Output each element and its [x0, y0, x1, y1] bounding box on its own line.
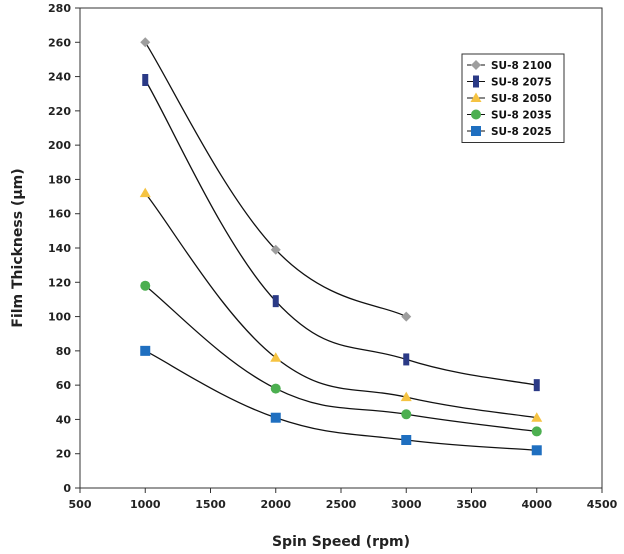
x-axis-title: Spin Speed (rpm) — [272, 534, 410, 550]
legend-marker — [470, 92, 482, 102]
y-tick-label: 0 — [63, 482, 71, 495]
data-point — [270, 244, 281, 255]
x-tick-label: 500 — [69, 498, 92, 511]
data-point — [401, 311, 412, 322]
series-line-2 — [144, 192, 537, 419]
data-point — [272, 295, 279, 308]
data-point — [403, 353, 410, 366]
legend-marker — [473, 75, 479, 88]
data-point — [270, 352, 282, 362]
y-axis-title: Film Thickness (µm) — [10, 168, 26, 327]
data-point — [140, 280, 151, 291]
legend-entry: SU-8 2050 — [491, 93, 552, 105]
series-line-0 — [144, 41, 407, 318]
legend-entry: SU-8 2075 — [491, 77, 552, 89]
legend-marker — [471, 126, 481, 136]
legend-entry: SU-8 2100 — [491, 60, 552, 72]
data-point — [140, 37, 151, 48]
series-markers — [139, 37, 543, 456]
data-point — [270, 412, 281, 423]
y-tick-label: 20 — [56, 448, 72, 461]
legend-entry: SU-8 2025 — [491, 126, 552, 138]
series-curves — [144, 41, 537, 451]
legend-marker — [471, 109, 481, 120]
axes — [75, 7, 603, 493]
y-tick-label: 100 — [48, 311, 71, 324]
x-tick-label: 2000 — [260, 498, 291, 511]
x-tick-label: 4500 — [587, 498, 618, 511]
y-tick-label: 220 — [48, 105, 71, 118]
y-tick-label: 260 — [48, 36, 71, 49]
data-point — [140, 345, 151, 356]
data-point — [270, 383, 281, 394]
y-tick-label: 40 — [56, 413, 72, 426]
tick-labels: 500 1000 1500 2000 2500 3000 3500 4000 4500 0 20 40… — [48, 2, 618, 511]
x-tick-label: 3500 — [456, 498, 487, 511]
y-tick-label: 80 — [56, 345, 72, 358]
legend: SU-8 2100 SU-8 2075 SU-8 2050 SU-8 2035 SU-8… — [461, 53, 565, 143]
x-tick-label: 3000 — [391, 498, 422, 511]
x-tick-label: 1500 — [195, 498, 226, 511]
data-point — [531, 445, 542, 456]
y-tick-label: 60 — [56, 379, 72, 392]
data-point — [139, 187, 151, 198]
y-tick-label: 180 — [48, 173, 71, 186]
series-line-4 — [144, 350, 537, 451]
y-tick-label: 140 — [48, 242, 71, 255]
data-point — [401, 409, 412, 420]
series-line-3 — [144, 285, 537, 433]
series-line-1 — [144, 79, 537, 386]
data-point — [533, 379, 540, 392]
legend-marker — [471, 60, 481, 70]
data-point — [400, 391, 412, 402]
data-point — [531, 412, 543, 422]
y-tick-label: 160 — [48, 208, 71, 221]
data-point — [142, 74, 149, 86]
x-tick-label: 1000 — [130, 498, 161, 511]
x-tick-label: 2500 — [326, 498, 357, 511]
x-tick-label: 4000 — [521, 498, 552, 511]
y-tick-label: 200 — [48, 139, 71, 152]
legend-entry: SU-8 2035 — [491, 110, 552, 122]
data-point — [401, 435, 412, 445]
y-tick-label: 240 — [48, 71, 71, 84]
y-tick-label: 280 — [48, 2, 71, 15]
y-tick-label: 120 — [48, 276, 71, 289]
data-point — [531, 426, 542, 437]
